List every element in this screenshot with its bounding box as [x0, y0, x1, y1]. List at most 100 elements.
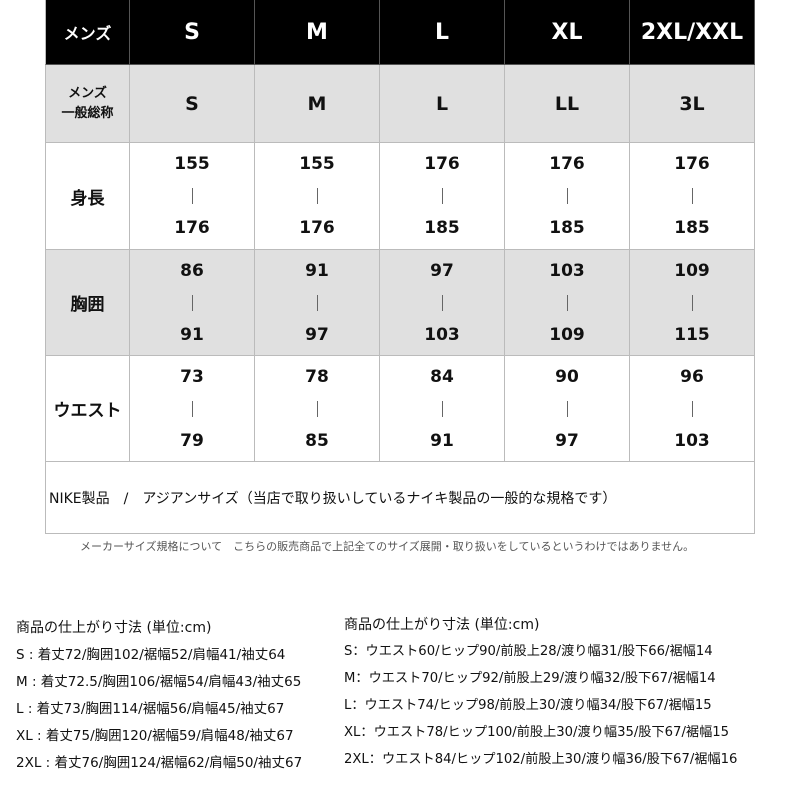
separator	[691, 400, 693, 417]
cell-value: 155	[174, 154, 210, 174]
label-cell: 胸囲	[45, 250, 130, 356]
cell-text: L	[435, 92, 449, 115]
separator	[441, 188, 443, 204]
separator	[566, 400, 568, 417]
cell-value: 176	[424, 154, 460, 174]
header-cell: XL	[505, 0, 630, 65]
cell: 103 109	[505, 250, 630, 356]
cell: 91 97	[255, 250, 380, 356]
cell-value: 91	[430, 430, 454, 451]
separator	[441, 400, 443, 417]
separator	[316, 294, 318, 311]
cell-value: 84	[430, 366, 454, 387]
cell-value: 185	[674, 218, 710, 238]
spec-line: M：ウエスト70/ヒップ92/前股上29/渡り幅32/股下67/裾幅14	[344, 671, 716, 686]
row-label: 身長	[70, 188, 105, 209]
cell-value: 176	[674, 154, 710, 174]
cell: 97 103	[380, 250, 505, 356]
label-cell: メンズ 一般総称	[45, 65, 130, 143]
cell: 96 103	[630, 356, 755, 462]
spec-line: M : 着丈72.5/胸囲106/裾幅54/肩幅43/袖丈65	[16, 674, 302, 690]
header-text: L	[434, 19, 450, 45]
label-text: メンズ	[68, 85, 107, 101]
separator	[566, 294, 568, 311]
header-cell: 2XL/XXL	[630, 0, 755, 65]
separator	[691, 294, 693, 311]
cell-text: 3L	[679, 92, 705, 115]
header-text: 2XL/XXL	[640, 19, 744, 45]
note-box: NIKE製品 / アジアンサイズ（当店で取り扱いしているナイキ製品の一般的な規格…	[45, 462, 755, 534]
label-cell: ウエスト	[45, 356, 130, 462]
cell-value: 103	[549, 260, 585, 281]
cell-value: 176	[549, 154, 585, 174]
separator	[316, 188, 318, 204]
header-text: S	[184, 19, 200, 45]
cell: 176 185	[505, 143, 630, 250]
cell-value: 97	[305, 324, 329, 345]
cell-value: 97	[430, 260, 454, 281]
separator	[191, 294, 193, 311]
header-cell: L	[380, 0, 505, 65]
cell-value: 91	[180, 324, 204, 345]
cell-value: 86	[180, 260, 204, 281]
spec-line: L : 着丈73/胸囲114/裾幅56/肩幅45/袖丈67	[16, 701, 285, 717]
cell: 155 176	[130, 143, 255, 250]
cell-value: 90	[555, 366, 579, 387]
cell: 86 91	[130, 250, 255, 356]
cell-value: 103	[674, 430, 710, 451]
cell: LL	[505, 65, 630, 143]
cell-value: 97	[555, 430, 579, 451]
cell-text: LL	[554, 92, 580, 115]
cell-value: 185	[424, 218, 460, 238]
cell: 3L	[630, 65, 755, 143]
cell-value: 109	[674, 260, 710, 281]
footnote: メーカーサイズ規格について こちらの販売商品で上記全てのサイズ展開・取り扱いをし…	[80, 540, 695, 553]
separator	[566, 188, 568, 204]
spec-title: 商品の仕上がり寸法 (単位:cm)	[16, 620, 212, 636]
label-cell: 身長	[45, 143, 130, 250]
spec-line: XL：ウエスト78/ヒップ100/前股上30/渡り幅35/股下67/裾幅15	[344, 725, 730, 740]
spec-title: 商品の仕上がり寸法 (単位:cm)	[344, 617, 540, 633]
cell-value: 115	[674, 324, 710, 345]
spec-line: S : 着丈72/胸囲102/裾幅52/肩幅41/袖丈64	[16, 647, 286, 663]
separator	[691, 188, 693, 204]
spec-line: XL : 着丈75/胸囲120/裾幅59/肩幅48/袖丈67	[16, 728, 294, 744]
spec-line: L：ウエスト74/ヒップ98/前股上30/渡り幅34/股下67/裾幅15	[344, 698, 712, 713]
cell: 90 97	[505, 356, 630, 462]
separator	[191, 188, 193, 204]
row-label: ウエスト	[53, 401, 122, 421]
header-text: XL	[551, 19, 583, 45]
cell: 84 91	[380, 356, 505, 462]
header-cell: S	[130, 0, 255, 65]
cell-value: 109	[549, 324, 585, 345]
cell: 73 79	[130, 356, 255, 462]
separator	[316, 400, 318, 417]
cell-value: 79	[180, 430, 204, 451]
cell-value: 185	[549, 218, 585, 238]
cell-value: 91	[305, 260, 329, 281]
cell: 176 185	[380, 143, 505, 250]
spec-line: S：ウエスト60/ヒップ90/前股上28/渡り幅31/股下66/裾幅14	[344, 644, 713, 659]
cell-text: S	[185, 92, 199, 115]
header-cell: M	[255, 0, 380, 65]
cell-text: M	[307, 92, 327, 115]
cell-value: 176	[174, 218, 210, 238]
cell: 109 115	[630, 250, 755, 356]
cell-value: 155	[299, 154, 335, 174]
cell: L	[380, 65, 505, 143]
cell-value: 85	[305, 430, 329, 451]
cell-value: 103	[424, 324, 460, 345]
cell-value: 96	[680, 366, 704, 387]
cell: M	[255, 65, 380, 143]
note: NIKE製品 / アジアンサイズ（当店で取り扱いしているナイキ製品の一般的な規格…	[49, 491, 617, 507]
separator	[441, 294, 443, 311]
separator	[191, 400, 193, 417]
header-text: M	[306, 19, 328, 45]
row-label: 胸囲	[70, 295, 105, 315]
header-cell: メンズ	[45, 0, 130, 65]
cell-value: 78	[305, 366, 329, 387]
spec-line: 2XL : 着丈76/胸囲124/裾幅62/肩幅50/袖丈67	[16, 755, 303, 771]
cell: 155 176	[255, 143, 380, 250]
cell: 176 185	[630, 143, 755, 250]
